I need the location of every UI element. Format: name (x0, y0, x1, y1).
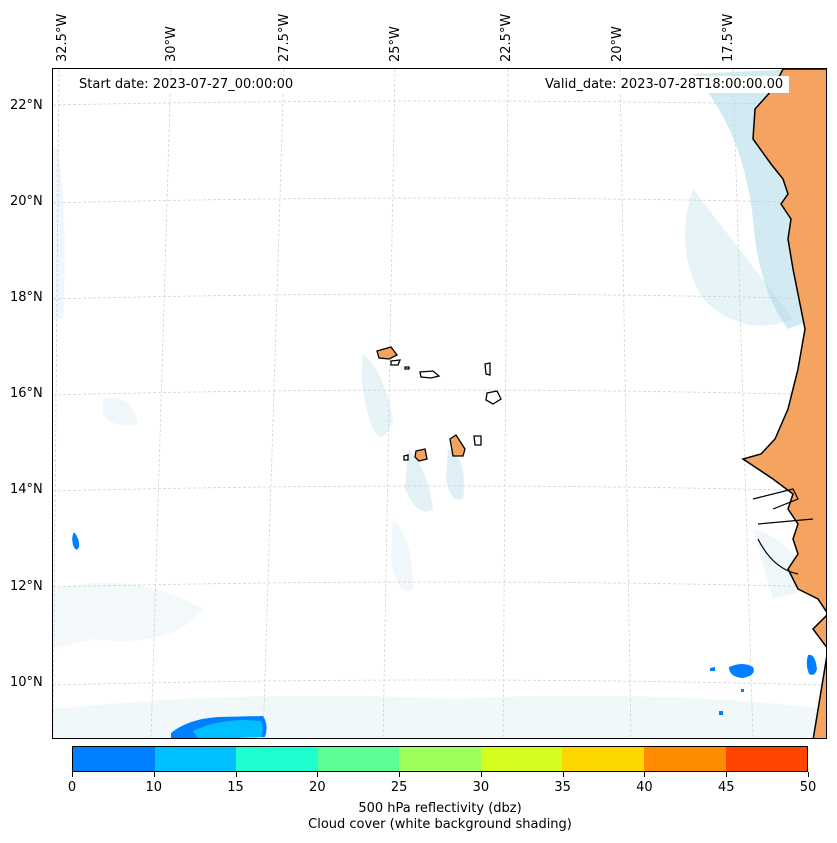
island-maio (473, 435, 482, 446)
reflectivity-blob-east-4 (719, 711, 723, 715)
casamance-border (757, 518, 814, 525)
colorbar-tick-label: 10 (145, 780, 163, 795)
lon-tick-22-5w: 22.5°W (499, 13, 514, 62)
meridian-20w (619, 69, 632, 738)
colorbar-tick-label: 20 (309, 780, 326, 795)
cloud-fogo (446, 449, 464, 500)
cloud-coast-south (685, 189, 793, 326)
lat-tick-10n: 10°N (10, 675, 43, 690)
parallel-16n (53, 389, 826, 396)
island-santo-antao (376, 346, 398, 360)
parallel-14n (53, 485, 826, 492)
cloud-patch-west (103, 398, 138, 426)
island-boa-vista (485, 390, 502, 405)
map-canvas (53, 69, 826, 738)
colorbar-segment-0 (73, 747, 155, 771)
meridian-32-5w (53, 69, 60, 738)
colorbar-tick-label: 40 (636, 780, 653, 795)
island-sao-nicolau (419, 370, 441, 379)
island-brava (403, 454, 409, 461)
meridian-17-5w (732, 69, 754, 738)
colorbar-label-cloud: Cloud cover (white background shading) (308, 817, 572, 832)
colorbar-tickmark (808, 772, 809, 777)
cloud-cape-verde-south (405, 449, 433, 512)
parallel-10n (53, 679, 826, 686)
map-panel (52, 68, 827, 739)
colorbar-tick-label: 50 (799, 780, 817, 795)
parallel-20n (53, 197, 826, 204)
colorbar-tickmark (72, 772, 73, 777)
colorbar-tick-label: 30 (472, 780, 490, 795)
colorbar-label-reflectivity: 500 hPa reflectivity (dbz) (358, 801, 522, 816)
reflectivity-blob-east-5 (741, 689, 744, 692)
cloud-band-southwest (53, 582, 203, 649)
lat-tick-16n: 16°N (10, 386, 43, 401)
colorbar-tick-label: 45 (717, 780, 735, 795)
coast-detail (752, 488, 814, 575)
graticule (53, 69, 826, 738)
colorbar-segment-6 (562, 747, 644, 771)
colorbar-tickmark (235, 772, 237, 777)
colorbar-segment-2 (236, 747, 318, 771)
colorbar-tickmark (644, 772, 646, 777)
island-santa-luzia (404, 366, 410, 370)
colorbar-tickmark (399, 772, 401, 777)
colorbar-segment-3 (317, 747, 400, 771)
cape-verde-islands (376, 346, 502, 462)
colorbar-tickmark (562, 772, 564, 777)
lat-tick-20n: 20°N (10, 194, 43, 209)
meridian-30w (150, 69, 172, 738)
reflectivity-blob-east-1 (729, 664, 754, 678)
colorbar-tickmark (153, 772, 155, 777)
valid-date-label: Valid_date: 2023-07-28T18:00:00.00 (539, 76, 790, 93)
island-fogo (414, 448, 428, 462)
cloud-patch-central (391, 519, 413, 591)
island-sao-vicente (390, 359, 402, 366)
colorbar-segment-5 (480, 747, 563, 771)
colorbar (72, 746, 808, 772)
start-date-label: Start date: 2023-07-27_00:00:00 (73, 76, 300, 93)
lat-tick-12n: 12°N (10, 579, 43, 594)
colorbar-segment-1 (154, 747, 237, 771)
cloud-strip-northwest (53, 149, 65, 319)
lon-tick-25w: 25°W (388, 26, 403, 62)
meridian-25w (382, 69, 396, 738)
gambia-border (752, 488, 799, 510)
parallel-12n (53, 581, 826, 588)
reflectivity-blob-south-inner (193, 720, 263, 738)
colorbar-segment-4 (399, 747, 481, 771)
lon-tick-27-5w: 27.5°W (277, 13, 292, 62)
guinea-bissau-coast (757, 538, 799, 575)
cloud-cape-verde-north (361, 354, 393, 437)
lon-tick-17-5w: 17.5°W (721, 13, 736, 62)
reflectivity-blob-east-2 (710, 667, 715, 671)
colorbar-tickmark (317, 772, 319, 777)
colorbar-tick-label: 0 (67, 780, 77, 795)
lat-tick-22n: 22°N (10, 98, 43, 113)
reflectivity-blobs (72, 532, 817, 738)
africa-land (741, 69, 826, 738)
lon-tick-30w: 30°W (164, 26, 179, 62)
colorbar-segment-8 (725, 747, 808, 771)
cloud-band-south (53, 695, 826, 738)
parallel-22n (53, 100, 826, 106)
lon-tick-32-5w: 32.5°W (55, 13, 70, 62)
lat-tick-14n: 14°N (10, 482, 43, 497)
lon-tick-20w: 20°W (610, 26, 625, 62)
colorbar-tickmark (480, 772, 482, 777)
reflectivity-blob-east-3 (806, 654, 817, 675)
cloud-cover (53, 69, 826, 738)
parallel-18n (53, 293, 826, 300)
colorbar-segment-7 (643, 747, 726, 771)
meridian-22-5w (502, 69, 509, 738)
lat-tick-18n: 18°N (10, 290, 43, 305)
island-santiago (449, 434, 466, 457)
colorbar-tick-label: 35 (554, 780, 571, 795)
colorbar-tick-label: 15 (227, 780, 244, 795)
island-sal (484, 362, 491, 376)
colorbar-tickmark (726, 772, 728, 777)
reflectivity-blob-west (72, 532, 80, 550)
meridian-27-5w (262, 69, 285, 738)
colorbar-tick-label: 25 (390, 780, 408, 795)
